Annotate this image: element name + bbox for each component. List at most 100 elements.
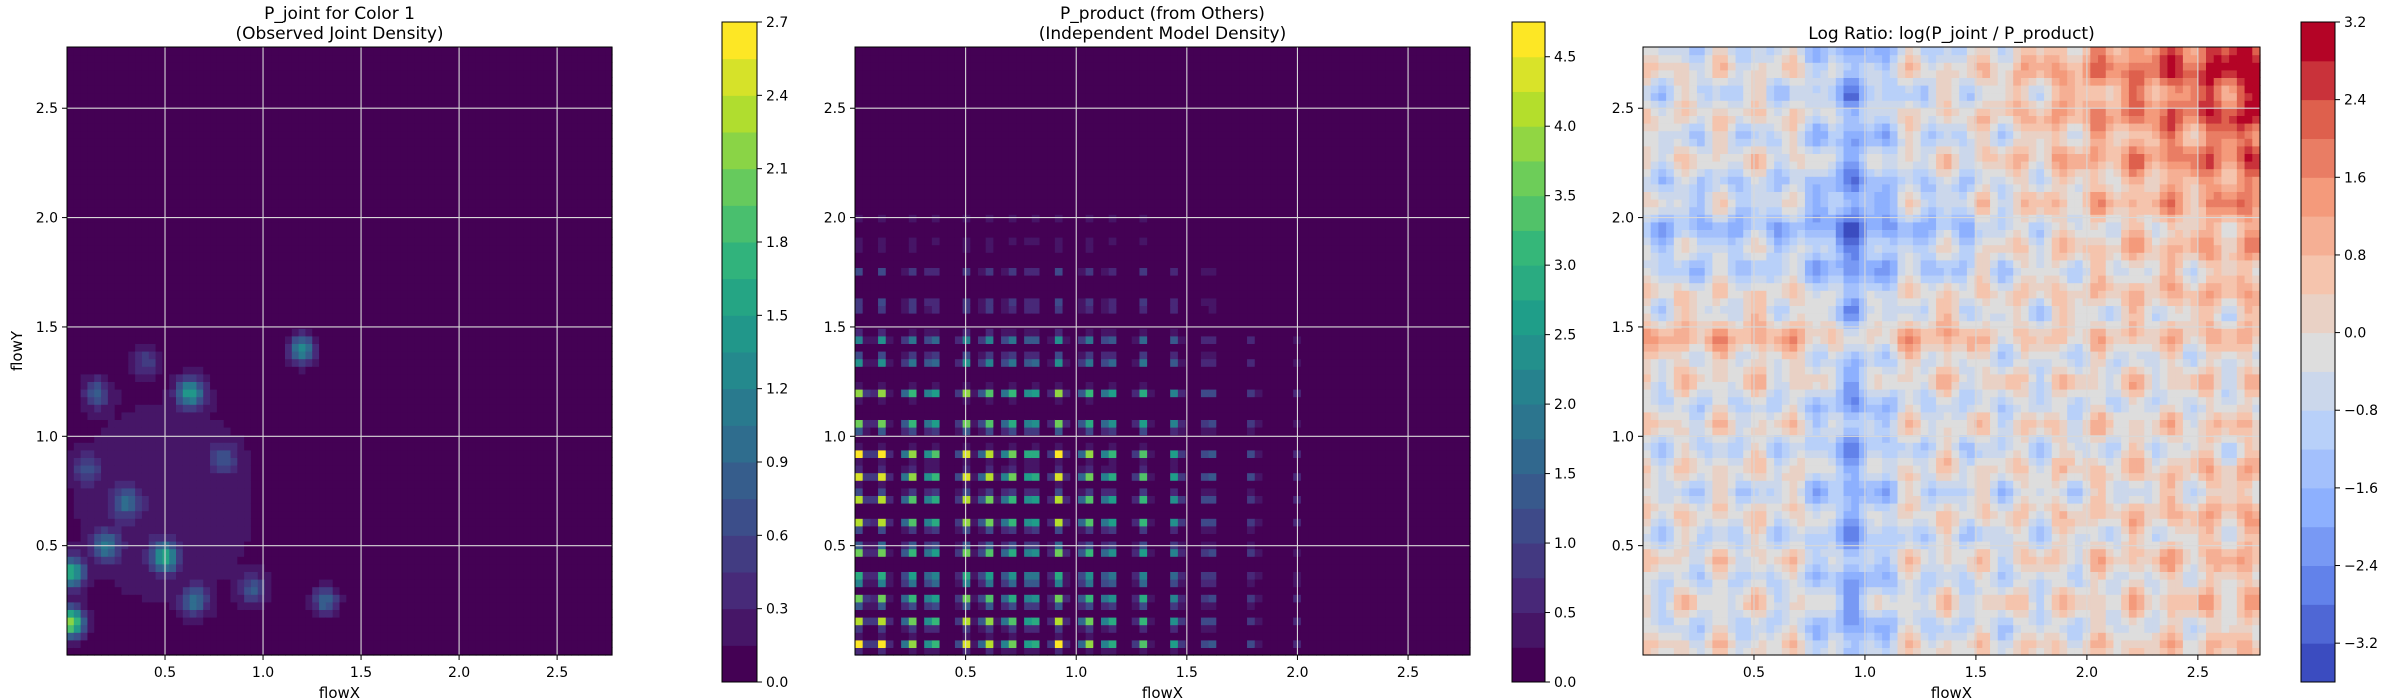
heatmap-cell [319,305,326,313]
heatmap-cell [169,397,176,405]
heatmap-cell [196,321,203,329]
heatmap-cell [258,313,265,321]
heatmap-cell [442,495,449,503]
heatmap-cell [237,153,244,161]
heatmap-cell [237,488,244,496]
heatmap-cell [115,389,122,397]
heatmap-cell [449,571,456,579]
heatmap-cell [292,549,299,557]
heatmap-cell [353,579,360,587]
heatmap-cell [176,617,183,625]
heatmap-cell [122,526,129,534]
heatmap-cell [237,245,244,253]
heatmap-cell [74,252,81,260]
heatmap-cell [483,138,490,146]
heatmap-cell [271,153,278,161]
heatmap-cell [115,381,122,389]
heatmap-cell [156,305,163,313]
heatmap-cell [319,579,326,587]
heatmap-cell [231,374,238,382]
heatmap-cell [421,336,428,344]
heatmap-cell [128,359,135,367]
heatmap-cell [483,62,490,70]
heatmap-cell [271,93,278,101]
heatmap-cell [217,617,224,625]
heatmap-cell [340,62,347,70]
heatmap-cell [162,397,169,405]
heatmap-cell [142,275,149,283]
heatmap-cell [489,647,496,655]
heatmap-cell [210,245,217,253]
heatmap-cell [367,305,374,313]
heatmap-cell [67,511,74,519]
heatmap-cell [408,115,415,123]
heatmap-cell [149,62,156,70]
heatmap-cell [394,328,401,336]
heatmap-cell [115,222,122,230]
heatmap-cell [176,290,183,298]
heatmap-cell [67,389,74,397]
heatmap-cell [353,397,360,405]
heatmap-cell [183,389,190,397]
heatmap-cell [156,77,163,85]
heatmap-cell [183,579,190,587]
heatmap-cell [176,556,183,564]
heatmap-cell [319,374,326,382]
heatmap-cell [196,556,203,564]
heatmap-cell [414,609,421,617]
heatmap-cell [387,260,394,268]
heatmap-cell [353,609,360,617]
heatmap-cell [442,260,449,268]
heatmap-cell [156,381,163,389]
heatmap-cell [135,237,142,245]
heatmap-cell [401,123,408,131]
heatmap-cell [115,617,122,625]
heatmap-cell [210,594,217,602]
heatmap-cell [251,625,258,633]
heatmap-cell [203,55,210,63]
heatmap-cell [142,214,149,222]
heatmap-cell [333,617,340,625]
heatmap-cell [428,85,435,93]
heatmap-cell [81,131,88,139]
heatmap-cell [285,359,292,367]
heatmap-cell [476,397,483,405]
heatmap-cell [353,571,360,579]
heatmap-cell [251,108,258,116]
heatmap-cell [237,389,244,397]
heatmap-cell [305,602,312,610]
heatmap-cell [462,587,469,595]
heatmap-cell [210,640,217,648]
heatmap-cell [346,93,353,101]
heatmap-cell [210,609,217,617]
heatmap-cell [67,571,74,579]
heatmap-cell [231,229,238,237]
heatmap-cell [67,359,74,367]
heatmap-cell [326,359,333,367]
heatmap-cell [94,518,101,526]
heatmap-cell [380,199,387,207]
heatmap-cell [408,191,415,199]
heatmap-cell [469,229,476,237]
heatmap-cell [394,488,401,496]
heatmap-cell [162,207,169,215]
heatmap-cell [237,374,244,382]
heatmap-cell [162,229,169,237]
heatmap-cell [203,237,210,245]
heatmap-cell [149,108,156,116]
heatmap-cell [94,412,101,420]
heatmap-cell [135,526,142,534]
heatmap-cell [435,511,442,519]
heatmap-cell [265,161,272,169]
heatmap-cell [196,146,203,154]
heatmap-cell [203,305,210,313]
heatmap-cell [156,146,163,154]
heatmap-cell [374,419,381,427]
heatmap-cell [142,579,149,587]
heatmap-cell [74,305,81,313]
heatmap-cell [224,275,231,283]
heatmap-cell [462,108,469,116]
heatmap-cell [462,351,469,359]
heatmap-cell [122,571,129,579]
heatmap-cell [333,533,340,541]
